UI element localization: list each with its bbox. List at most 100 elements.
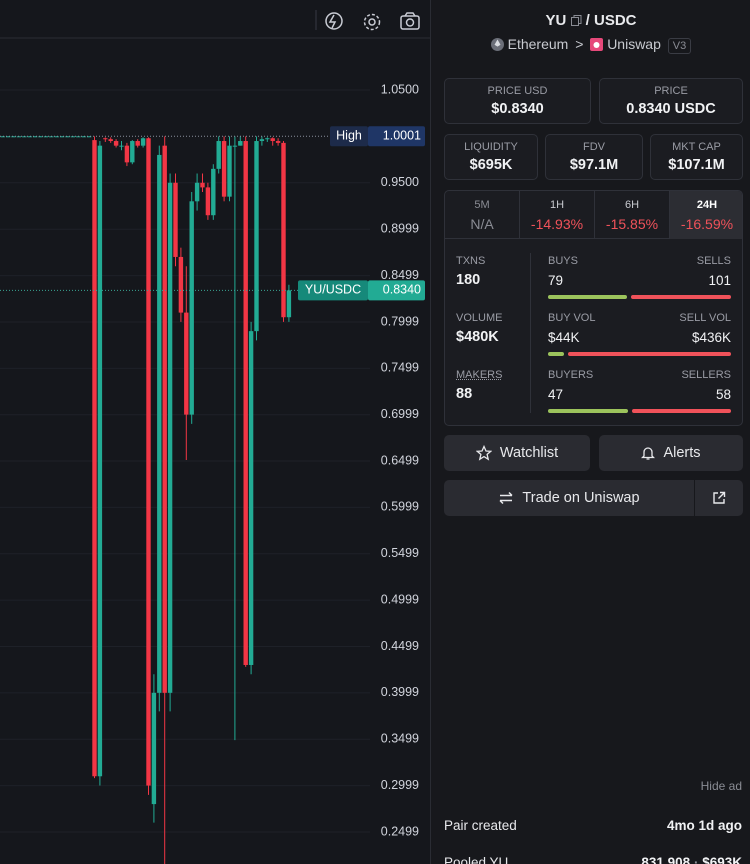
y-tick-label: 0.8999 <box>381 222 419 236</box>
copy-icon[interactable] <box>570 15 582 26</box>
button-label: Trade on Uniswap <box>522 490 640 506</box>
period-tab[interactable]: 1H -14.93% <box>520 191 595 239</box>
candle-body <box>184 312 189 415</box>
period-tab[interactable]: 6H -15.85% <box>595 191 670 239</box>
y-tick-label: 0.5999 <box>381 500 419 514</box>
card-label: FDV <box>583 141 605 153</box>
y-tick-label: 0.4999 <box>381 592 419 606</box>
candle-body <box>232 145 238 147</box>
candle-body <box>119 145 124 147</box>
candle-body <box>27 136 32 138</box>
stat-label: VOLUME <box>456 312 503 324</box>
external-link-button[interactable] <box>695 480 743 516</box>
price-value-box <box>368 280 425 301</box>
stat-value: $44K <box>548 330 580 345</box>
price-value-box <box>368 126 425 147</box>
candle-body <box>221 141 227 197</box>
candle-body <box>151 692 157 805</box>
candle-body <box>38 136 43 138</box>
candle-body <box>81 136 86 138</box>
card-value: $97.1M <box>569 157 619 173</box>
dex-name[interactable]: Uniswap <box>607 36 661 52</box>
hide-ad-link[interactable]: Hide ad <box>700 779 742 793</box>
pooled-usd: $693K <box>702 855 742 864</box>
chain-name[interactable]: Ethereum <box>507 36 569 52</box>
stat-value: 79 <box>548 273 564 288</box>
candle-body <box>130 141 135 163</box>
candle-body <box>216 141 221 169</box>
stat-label: SELLERS <box>681 369 731 381</box>
y-tick-label: 0.5499 <box>381 546 419 560</box>
stat-label: BUY VOL <box>548 312 596 324</box>
period-tab[interactable]: 5M N/A <box>445 191 520 239</box>
candle-body <box>167 182 173 693</box>
candle-body <box>135 141 140 146</box>
candle-body <box>211 168 216 216</box>
alerts-button[interactable]: Alerts <box>599 435 743 471</box>
candle-body <box>140 138 146 146</box>
candle-body <box>103 138 108 140</box>
stat-label: TXNS <box>456 255 486 267</box>
candle-body <box>65 136 70 138</box>
price-label-box <box>330 126 368 147</box>
y-tick-label: 0.9500 <box>381 175 419 189</box>
metric-card: MKT CAP $107.1M <box>650 134 743 180</box>
watchlist-button[interactable]: Watchlist <box>444 435 590 471</box>
candle-body <box>194 182 200 202</box>
stat-value: $480K <box>456 329 499 345</box>
star-icon <box>475 445 492 461</box>
price-label: YU/USDC <box>305 283 361 297</box>
candle-body <box>113 141 119 146</box>
candle-body <box>0 136 5 138</box>
pair-title: YU / USDC <box>431 12 750 29</box>
stats-card: 5M N/A 1H -14.93% 6H -15.85% 24H -16.59% TXN… <box>444 190 743 426</box>
price-card: PRICE 0.8340 USDC <box>599 78 743 124</box>
info-value: 831,908 · $693K <box>641 855 742 864</box>
tab-label: 1H <box>549 199 565 211</box>
card-value: $107.1M <box>668 157 725 173</box>
y-tick-label: 0.3499 <box>381 732 419 746</box>
card-value: $695K <box>469 157 513 173</box>
pair-source: Ethereum > Uniswap V3 <box>431 36 750 54</box>
stat-label: SELLS <box>696 255 731 267</box>
metric-card: FDV $97.1M <box>545 134 643 180</box>
stat-value: 58 <box>715 387 731 402</box>
ratio-bar <box>548 295 627 299</box>
candle-body <box>286 290 292 318</box>
card-label: MKT CAP <box>672 141 721 153</box>
info-label: Pair created <box>444 818 517 833</box>
swap-icon <box>499 491 513 505</box>
dex-icon <box>590 38 604 51</box>
stat-label: BUYERS <box>548 369 594 381</box>
candle-body <box>205 187 211 216</box>
settings-button[interactable] <box>363 13 381 31</box>
candle-body <box>146 138 151 786</box>
tab-change: -14.93% <box>530 216 584 232</box>
card-label: PRICE <box>654 85 688 97</box>
divider <box>530 253 531 413</box>
candle-body <box>86 136 92 138</box>
replay-button[interactable] <box>325 12 343 30</box>
candle-body <box>5 136 11 138</box>
period-tab[interactable]: 24H -16.59% <box>670 191 742 239</box>
card-label: PRICE USD <box>487 85 548 97</box>
candle-body <box>59 136 65 138</box>
stat-label: BUYS <box>548 255 578 267</box>
stat-value: 88 <box>456 386 473 402</box>
candle-body <box>162 145 167 693</box>
candle-body <box>173 182 178 257</box>
candle-body <box>227 145 232 197</box>
candle-body <box>243 141 248 665</box>
candle-body <box>265 138 270 140</box>
ratio-bar <box>632 409 731 413</box>
external-icon <box>713 491 726 504</box>
button-label: Watchlist <box>499 445 559 461</box>
candle-body <box>275 141 281 143</box>
info-label: Pooled YU <box>444 855 509 864</box>
tab-label: 5M <box>474 199 490 211</box>
screenshot-button[interactable] <box>400 12 420 30</box>
candle-body <box>178 256 184 313</box>
trade-button[interactable]: Trade on Uniswap <box>444 480 694 516</box>
tab-label: 6H <box>624 199 640 211</box>
